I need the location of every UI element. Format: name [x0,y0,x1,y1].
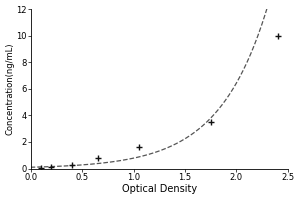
Point [275,34,280,37]
Point [95,156,100,159]
Y-axis label: Concentration(ng/mL): Concentration(ng/mL) [6,43,15,135]
Point [208,120,213,124]
Point [69,163,74,166]
X-axis label: Optical Density: Optical Density [122,184,197,194]
Point [38,166,43,169]
Point [136,146,141,149]
Point [49,166,54,169]
